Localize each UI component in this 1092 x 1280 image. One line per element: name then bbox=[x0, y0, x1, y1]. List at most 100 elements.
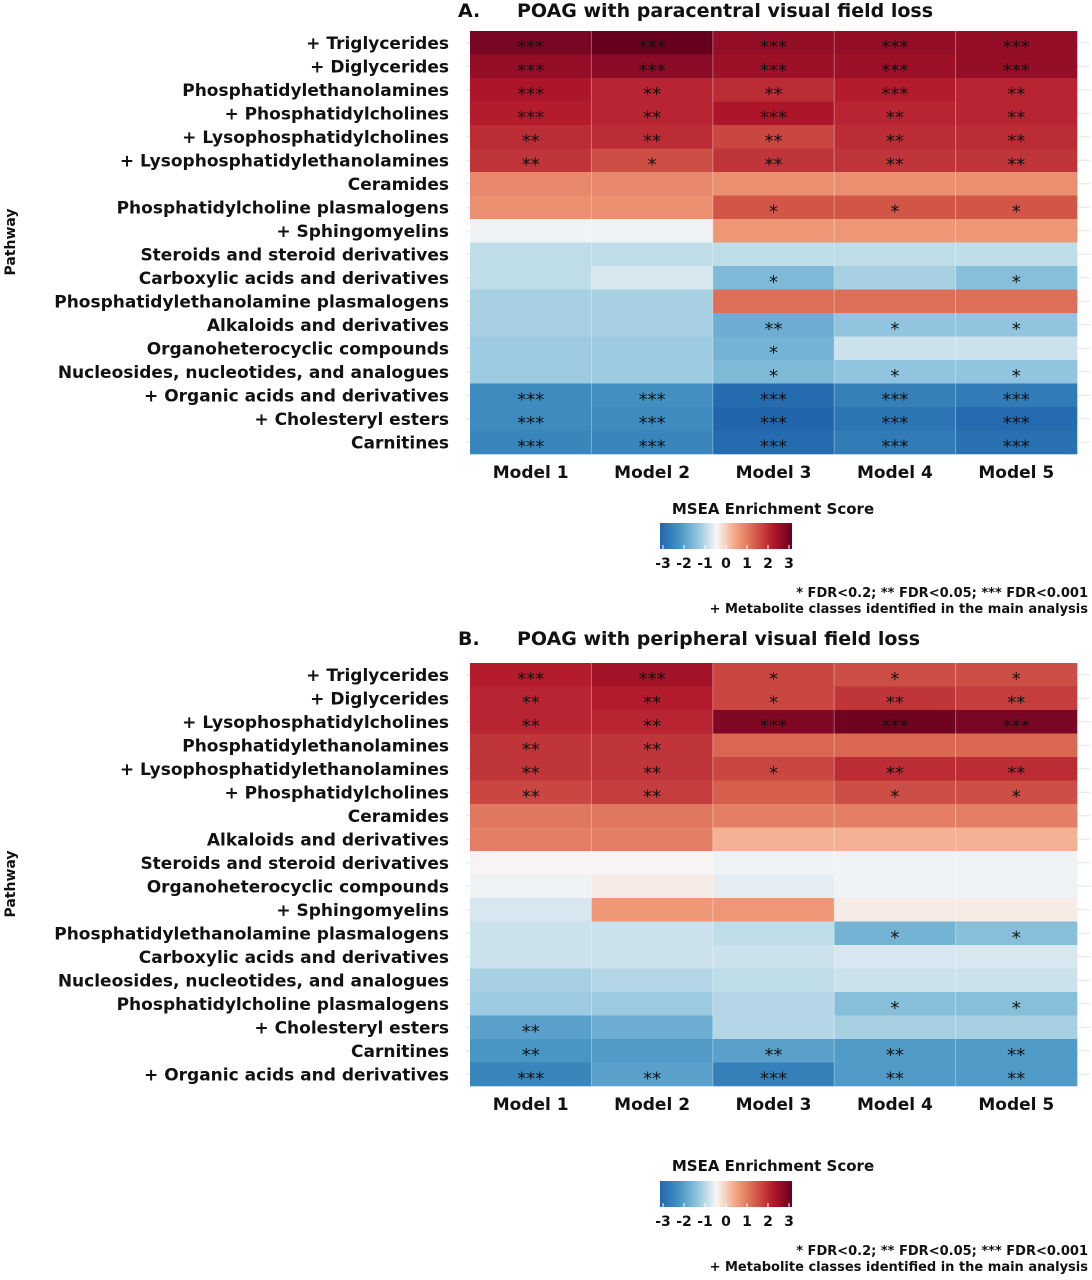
panel-b-cell bbox=[470, 804, 592, 828]
panel-b-row-label: Nucleosides, nucleotides, and analogues bbox=[58, 971, 449, 991]
panel-a-cell bbox=[712, 360, 835, 384]
panel-b-cell bbox=[834, 851, 956, 875]
panel-a-cell bbox=[834, 336, 956, 361]
panel-a-cell bbox=[834, 31, 956, 55]
panel-a-column-label: Model 4 bbox=[857, 463, 933, 483]
panel-a-significance-mark: *** bbox=[517, 436, 544, 457]
panel-b-significance-mark: *** bbox=[1003, 716, 1030, 737]
panel-a-cell bbox=[470, 125, 592, 149]
panel-b-cell bbox=[591, 968, 714, 993]
panel-b-cell bbox=[955, 945, 1078, 969]
panel-a-cell bbox=[470, 31, 592, 55]
panel-a-cell bbox=[591, 313, 714, 337]
panel-a-cell bbox=[834, 78, 956, 102]
panel-b-cell bbox=[955, 804, 1078, 828]
panel-b-row-label: Alkaloids and derivatives bbox=[207, 830, 449, 850]
panel-a-cell bbox=[712, 266, 835, 290]
panel-a-row-labels: + Triglycerides + Diglycerides Phosphatidy… bbox=[54, 34, 449, 454]
panel-a-cell bbox=[955, 54, 1078, 79]
panel-a-cell bbox=[470, 289, 592, 314]
legend-a-ticks: -3 -2 -1 0 1 2 3 bbox=[655, 545, 794, 572]
panel-a-cell bbox=[834, 219, 956, 243]
panel-b-cell bbox=[955, 874, 1078, 899]
panel-b-column-label: Model 2 bbox=[614, 1095, 690, 1115]
panel-a-cell bbox=[591, 407, 714, 431]
panel-a-significance-mark: *** bbox=[639, 436, 666, 457]
panel-a-cell bbox=[712, 125, 835, 149]
panel-b-cell bbox=[470, 827, 592, 852]
panel-b-cell bbox=[470, 780, 592, 805]
panel-b-cell bbox=[955, 663, 1078, 687]
panel-b-cell bbox=[470, 663, 592, 687]
panel-a-cell bbox=[470, 336, 592, 361]
panel-a-cell bbox=[955, 125, 1078, 149]
panel-a-column-label: Model 3 bbox=[736, 463, 812, 483]
panel-b-cell bbox=[834, 710, 956, 734]
panel-b-cell bbox=[955, 1062, 1078, 1087]
panel-b-cell bbox=[712, 1015, 835, 1040]
panel-b-cell bbox=[470, 874, 592, 899]
panel-b-cell bbox=[591, 710, 714, 734]
panel-a-cell bbox=[470, 195, 592, 220]
panel-a-cell bbox=[834, 54, 956, 79]
panel-b-significance-mark: ** bbox=[522, 716, 540, 737]
panel-b-cell bbox=[712, 1039, 835, 1063]
panel-a-y-axis-label: Pathway bbox=[3, 208, 19, 275]
panel-b-cell bbox=[712, 851, 835, 875]
panel-a-cell bbox=[470, 313, 592, 337]
panel-a-cell bbox=[955, 289, 1078, 314]
panel-b-cell bbox=[591, 1015, 714, 1040]
panel-a-cell bbox=[712, 78, 835, 102]
panel-a-significance-mark: *** bbox=[639, 413, 666, 434]
panel-a-cells bbox=[470, 31, 1078, 455]
panel-a-column-label: Model 1 bbox=[493, 463, 569, 483]
panel-a-cell bbox=[470, 78, 592, 102]
panel-a-significance-mark: *** bbox=[881, 37, 908, 58]
panel-a-cell bbox=[955, 148, 1078, 173]
panel-a-cell bbox=[955, 101, 1078, 126]
panel-a-row-label: + Phosphatidylcholines bbox=[224, 104, 449, 124]
panel-a-significance-mark: * bbox=[769, 201, 778, 222]
legend-a-tick-label: 3 bbox=[784, 556, 794, 572]
panel-b-row-label: + Phosphatidylcholines bbox=[224, 783, 449, 803]
panel-a-cell bbox=[470, 172, 592, 196]
panel-a-cell bbox=[834, 172, 956, 196]
panel-a-significance-mark: ** bbox=[886, 107, 904, 128]
panel-b-cell bbox=[591, 780, 714, 805]
panel-a-cell bbox=[834, 383, 956, 408]
panel-b-cell bbox=[470, 757, 592, 781]
panel-a-label: A. bbox=[458, 0, 480, 22]
panel-a-cell bbox=[591, 430, 714, 455]
panel-b-cell bbox=[955, 733, 1078, 758]
panel-a-row-label: + Diglycerides bbox=[310, 57, 449, 77]
panel-a-cell bbox=[470, 383, 592, 408]
panel-a-significance-mark: *** bbox=[1003, 60, 1030, 81]
panel-a-significance-mark: *** bbox=[881, 84, 908, 105]
panel-b-cell bbox=[834, 921, 956, 946]
panel-a-column-label: Model 5 bbox=[978, 463, 1054, 483]
panel-a-cell bbox=[955, 31, 1078, 55]
panel-a: A. POAG with paracentral visual field lo… bbox=[3, 0, 1090, 483]
panel-b-significance-mark: * bbox=[890, 786, 899, 807]
panel-a-cell bbox=[591, 360, 714, 384]
panel-a-cell bbox=[591, 125, 714, 149]
panel-b-cell bbox=[712, 710, 835, 734]
legend-b-tick-label: -2 bbox=[676, 1214, 692, 1230]
panel-b-cell bbox=[834, 757, 956, 781]
panel-a-cell bbox=[712, 148, 835, 173]
legend-b-colorbar bbox=[660, 1181, 792, 1207]
panel-a-cell bbox=[712, 407, 835, 431]
panel-b-row-label: Organoheterocyclic compounds bbox=[147, 877, 449, 897]
panel-a-row-label: + Cholesteryl esters bbox=[254, 410, 449, 430]
panel-a-significance-mark: * bbox=[769, 272, 778, 293]
panel-a-significance-mark: * bbox=[769, 342, 778, 363]
panel-a-significance-mark: *** bbox=[1003, 37, 1030, 58]
panel-a-cell bbox=[834, 430, 956, 455]
panel-b-cell bbox=[834, 733, 956, 758]
panel-a-significance-mark: *** bbox=[881, 60, 908, 81]
panel-a-row-label: + Sphingomyelins bbox=[276, 222, 449, 242]
footnote-a-significance: * FDR<0.2; ** FDR<0.05; *** FDR<0.001 bbox=[796, 586, 1088, 601]
panel-b-significance-mark: ** bbox=[643, 763, 661, 784]
panel-b-row-label: + Lysophosphatidylcholines bbox=[182, 713, 449, 733]
panel-b-cell bbox=[712, 945, 835, 969]
